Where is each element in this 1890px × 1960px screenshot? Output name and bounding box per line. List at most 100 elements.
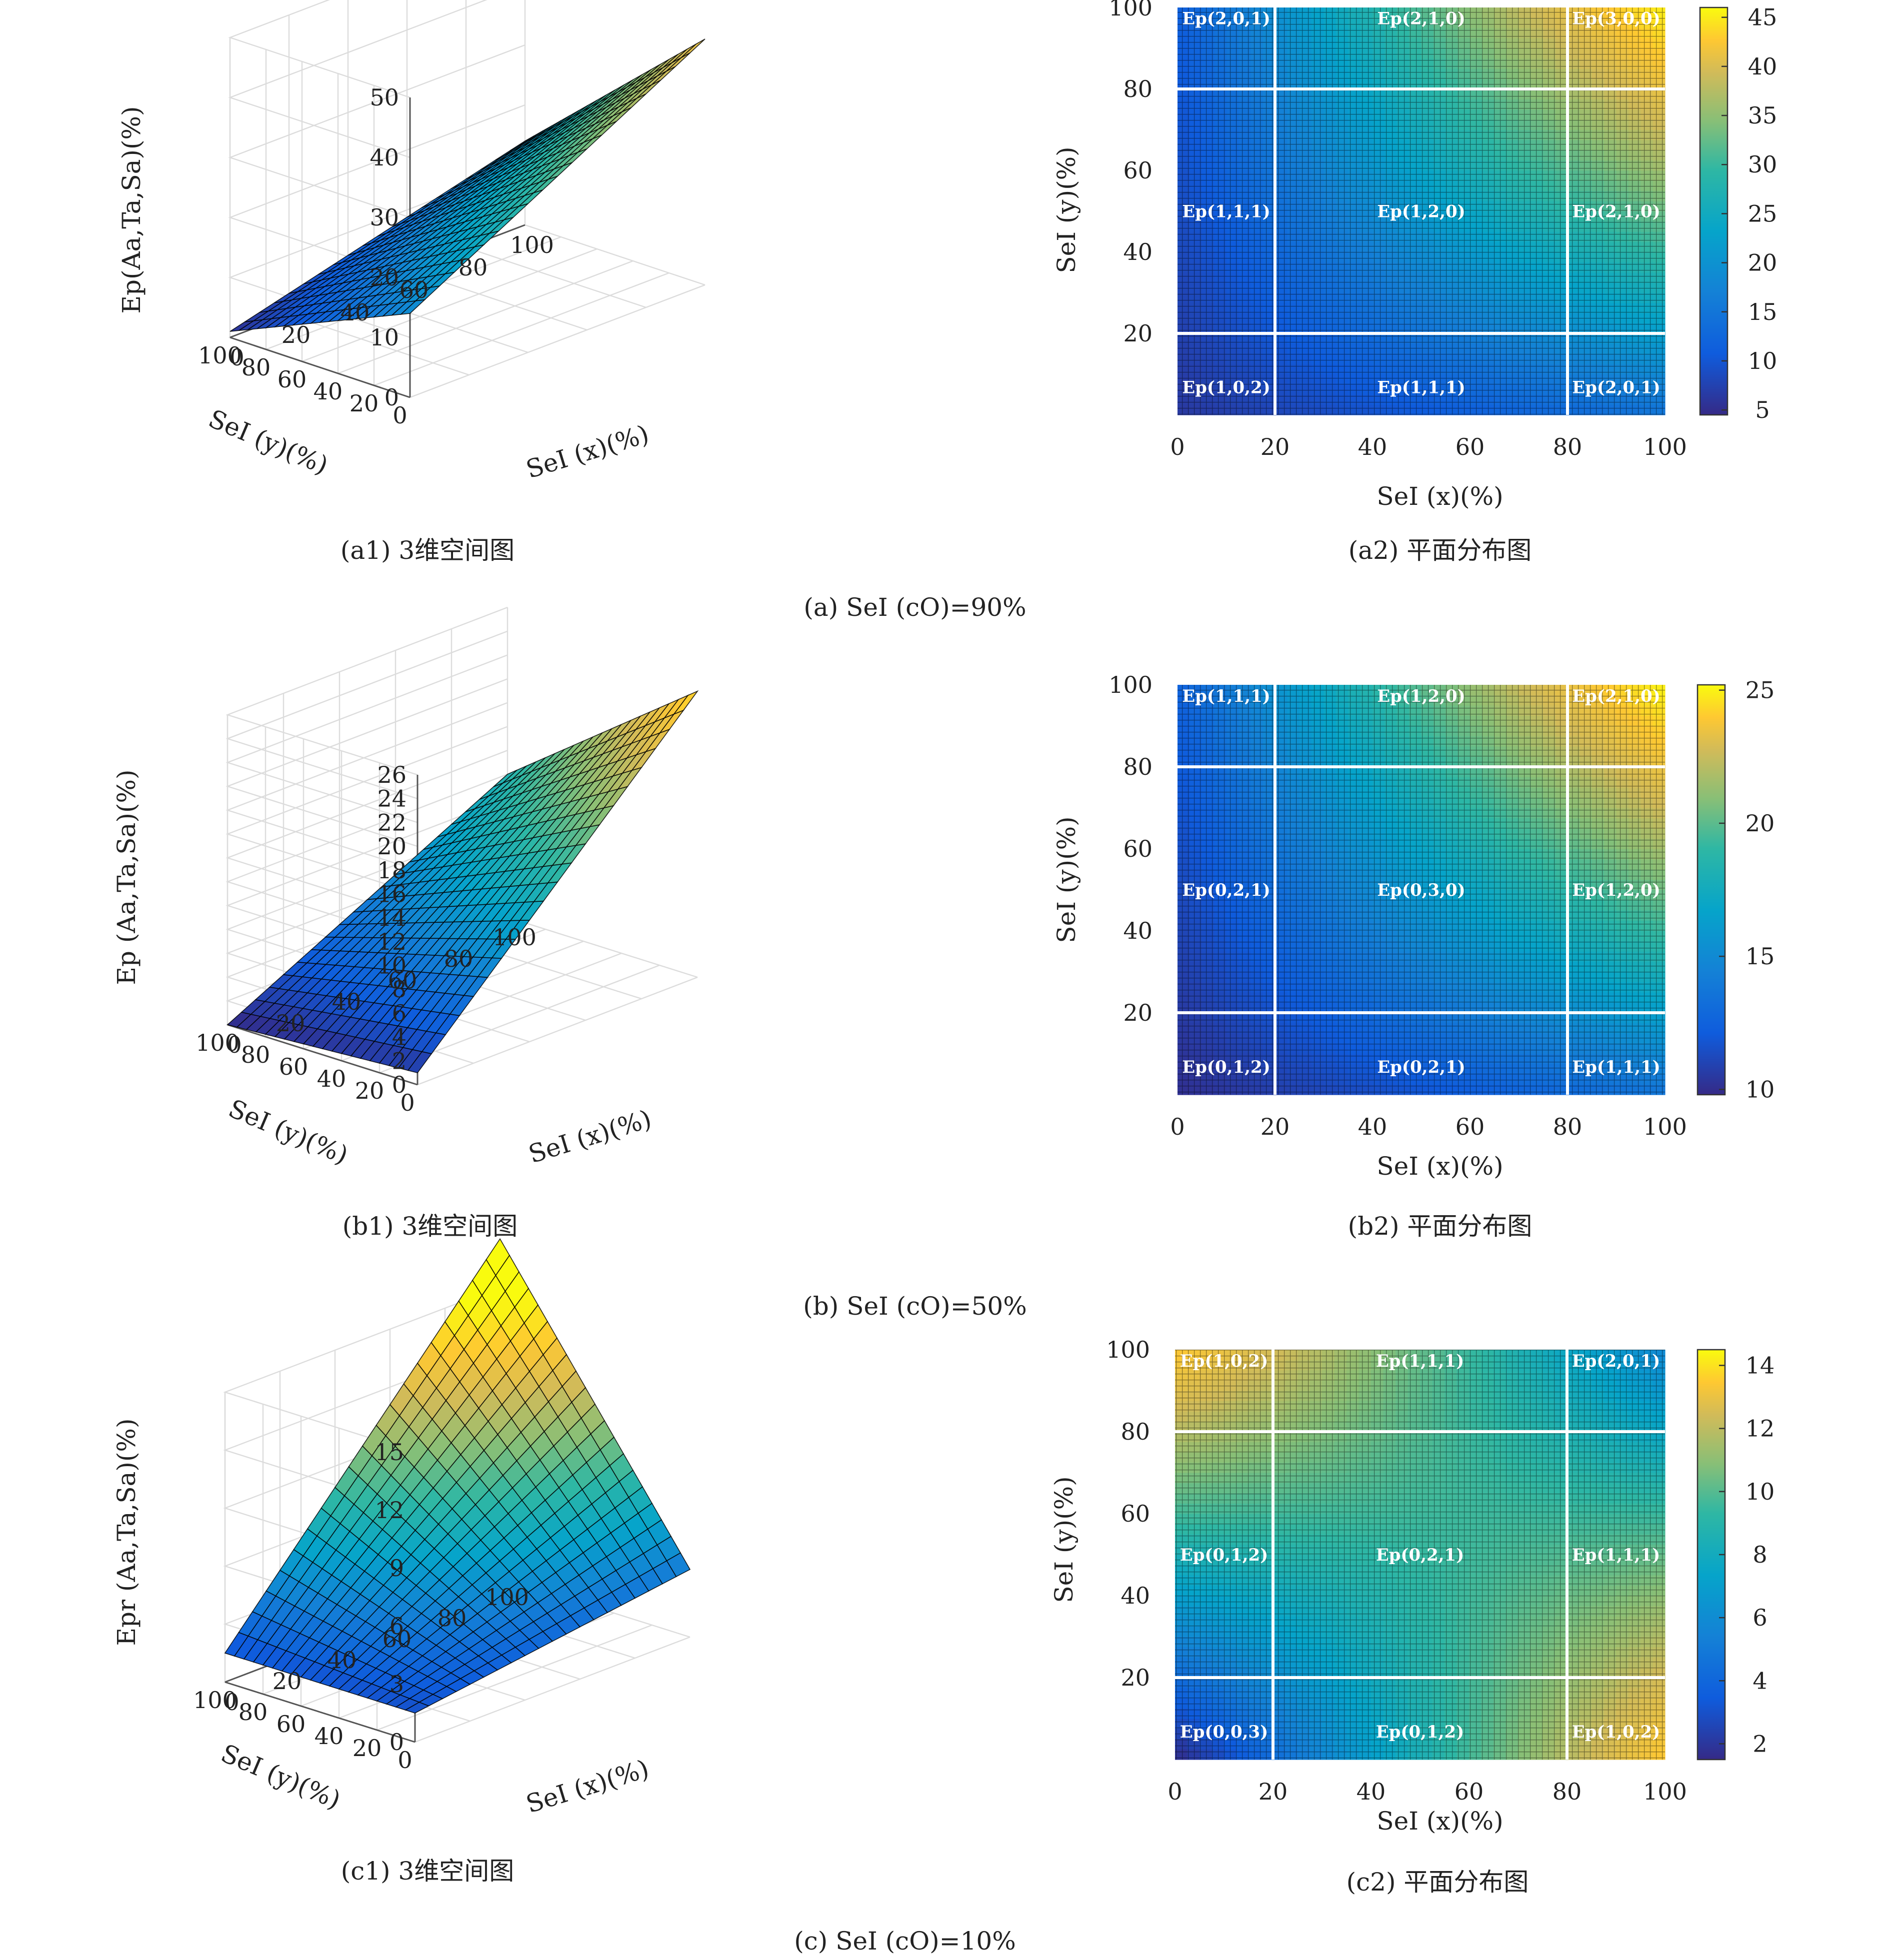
region-label: Ep(1,1,1) xyxy=(1377,378,1466,398)
z-tick-label: 16 xyxy=(377,880,406,907)
z-tick-label: 10 xyxy=(370,324,399,351)
heatmap-caption-a: (a2) 平面分布图 xyxy=(1348,536,1532,565)
region-label: Ep(2,1,0) xyxy=(1572,202,1660,222)
z-tick-label: 0 xyxy=(384,384,399,411)
grid-line xyxy=(288,314,470,376)
colorbar xyxy=(1696,684,1726,1096)
z-tick-label: 15 xyxy=(374,1439,404,1466)
y-tick-label: 0 xyxy=(392,402,407,429)
y-axis-line xyxy=(230,336,410,398)
region-label: Ep(1,1,1) xyxy=(1182,202,1270,222)
grid-line xyxy=(228,0,410,98)
surface-xlabel-c: SeI (x)(%) xyxy=(522,1754,652,1819)
heatmap-caption-b: (b2) 平面分布图 xyxy=(1348,1212,1532,1241)
y-tick-label: 80 xyxy=(1123,75,1152,102)
region-label: Ep(0,1,2) xyxy=(1182,1057,1270,1077)
x-tick-label: 80 xyxy=(444,945,474,972)
x-tick-label: 20 xyxy=(276,1010,306,1037)
colorbar-tick-label: 40 xyxy=(1748,53,1778,80)
y-tick-label: 20 xyxy=(350,390,379,417)
heatmap-ylabel-b: SeI (y)(%) xyxy=(1052,816,1081,943)
z-tick-label: 18 xyxy=(377,857,406,884)
heatmap-cells-c: Ep(1,0,2) Ep(1,1,1) Ep(2,0,1)Ep(0,1,2) Ep(0… xyxy=(1106,1336,1774,1805)
surface-mesh-c xyxy=(224,1238,691,1714)
grid-line xyxy=(302,248,598,362)
grid-line xyxy=(374,272,670,386)
region-label: Ep(0,2,1) xyxy=(1182,880,1270,900)
surface-caption-b: (b1) 3维空间图 xyxy=(342,1212,518,1241)
heatmap-b: Ep(1,1,1) Ep(1,2,0) Ep(2,1,0)Ep(0,2,1) Ep(0… xyxy=(1052,671,1774,1241)
grid-line xyxy=(228,44,526,218)
colorbar-tick-label: 25 xyxy=(1746,677,1775,704)
y-tick-label: 40 xyxy=(1123,917,1152,944)
heatmap-c: Ep(1,0,2) Ep(1,1,1) Ep(2,0,1)Ep(0,1,2) Ep(0… xyxy=(1050,1336,1774,1897)
surface-ylabel-c: SeI (y)(%) xyxy=(217,1739,345,1815)
z-tick-label: 30 xyxy=(370,204,399,231)
x-tick-label: 100 xyxy=(492,924,536,951)
x-tick-label: 0 xyxy=(227,1031,242,1058)
x-tick-label: 40 xyxy=(332,988,362,1015)
heatmap-xlabel-a: SeI (x)(%) xyxy=(1376,482,1503,511)
y-tick-label: 100 xyxy=(1108,671,1152,698)
z-tick-label: 20 xyxy=(377,833,406,860)
z-tick-label: 12 xyxy=(377,928,406,955)
grid-line xyxy=(228,0,488,158)
grid-line xyxy=(226,630,508,799)
grid-line xyxy=(226,606,508,776)
z-tick-label: 9 xyxy=(390,1555,404,1582)
x-tick-label: 0 xyxy=(224,1689,239,1716)
surface-caption-a: (a1) 3维空间图 xyxy=(340,536,514,565)
region-label: Ep(1,1,1) xyxy=(1182,686,1270,706)
colorbar-tick-label: 15 xyxy=(1748,298,1778,325)
region-label: Ep(1,2,0) xyxy=(1377,686,1466,706)
y-tick-label: 80 xyxy=(242,354,271,381)
region-label: Ep(2,0,1) xyxy=(1572,378,1660,398)
x-tick-label: 20 xyxy=(1260,433,1290,460)
y-tick-label: 80 xyxy=(241,1041,270,1068)
x-tick-label: 40 xyxy=(340,299,370,326)
heatmap-xlabel-b: SeI (x)(%) xyxy=(1376,1152,1503,1181)
surface-zlabel-b: Ep (Aa,Ta,Sa)(%) xyxy=(112,770,141,985)
heatmap-cells-a: Ep(2,0,1) Ep(2,1,0) Ep(3,0,0) Ep(1,1,1) Ep(1… xyxy=(1108,0,1777,460)
region-label: Ep(1,2,0) xyxy=(1572,880,1660,900)
z-tick-label: 40 xyxy=(370,144,399,171)
region-label: Ep(2,0,1) xyxy=(1182,9,1270,29)
z-tick-label: 2 xyxy=(392,1047,406,1074)
region-label: Ep(0,3,0) xyxy=(1377,880,1466,900)
z-tick-label: 6 xyxy=(392,1000,406,1027)
y-tick-label: 100 xyxy=(198,342,242,369)
colorbar-tick-label: 25 xyxy=(1748,200,1778,227)
x-tick-label: 100 xyxy=(510,231,554,258)
y-tick-label: 60 xyxy=(1123,157,1152,184)
x-tick-label: 20 xyxy=(1260,1113,1290,1140)
x-tick-label: 40 xyxy=(1358,433,1388,460)
y-tick-label: 20 xyxy=(355,1077,384,1104)
surface-caption-c: (c1) 3维空间图 xyxy=(341,1857,514,1886)
surface-ylabel-b: SeI (y)(%) xyxy=(224,1094,352,1170)
z-tick-label: 26 xyxy=(377,761,406,788)
colorbar-tick-label: 20 xyxy=(1746,810,1775,837)
region-label: Ep(3,0,0) xyxy=(1572,9,1660,29)
y-tick-label: 40 xyxy=(314,378,343,405)
y-tick-label: 40 xyxy=(314,1723,344,1750)
y-tick-label: 40 xyxy=(1123,238,1152,265)
x-tick-label: 80 xyxy=(1553,1113,1582,1140)
colorbar-tick-label: 35 xyxy=(1748,102,1778,129)
surface-plot-b: 0246810121416182022242602040608010002040… xyxy=(112,606,699,1241)
region-label: Ep(1,1,1) xyxy=(1572,1057,1660,1077)
z-tick-label: 20 xyxy=(370,264,399,291)
x-tick-label: 80 xyxy=(458,254,488,281)
y-tick-label: 20 xyxy=(1123,320,1152,347)
colorbar-tick-label: 5 xyxy=(1755,396,1770,423)
y-tick-label: 60 xyxy=(276,1711,306,1738)
surface-mesh-a xyxy=(230,38,706,332)
y-tick-label: 80 xyxy=(1123,753,1152,780)
grid-line xyxy=(338,260,634,374)
x-tick-label: 40 xyxy=(328,1647,357,1674)
region-label: Ep(1,2,0) xyxy=(1377,202,1466,222)
y-tick-label: 60 xyxy=(279,1053,308,1080)
x-tick-label: 40 xyxy=(1358,1113,1388,1140)
